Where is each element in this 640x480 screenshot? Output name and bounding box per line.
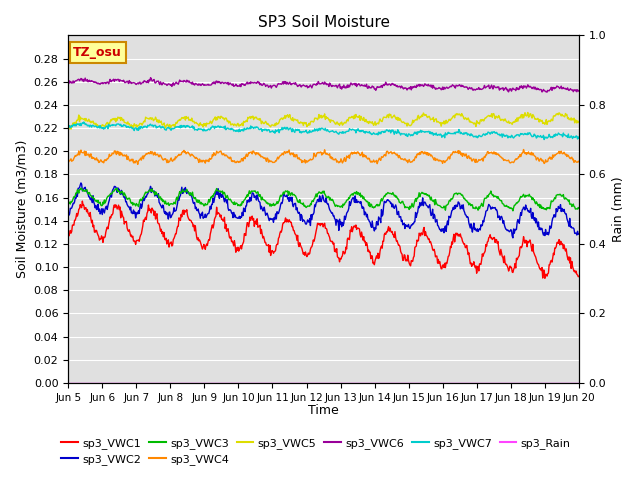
- Text: TZ_osu: TZ_osu: [73, 46, 122, 59]
- Y-axis label: Soil Moisture (m3/m3): Soil Moisture (m3/m3): [15, 140, 28, 278]
- Y-axis label: Rain (mm): Rain (mm): [612, 176, 625, 242]
- Title: SP3 Soil Moisture: SP3 Soil Moisture: [257, 15, 390, 30]
- X-axis label: Time: Time: [308, 404, 339, 417]
- Legend: sp3_VWC1, sp3_VWC2, sp3_VWC3, sp3_VWC4, sp3_VWC5, sp3_VWC6, sp3_VWC7, sp3_Rain: sp3_VWC1, sp3_VWC2, sp3_VWC3, sp3_VWC4, …: [57, 433, 575, 469]
